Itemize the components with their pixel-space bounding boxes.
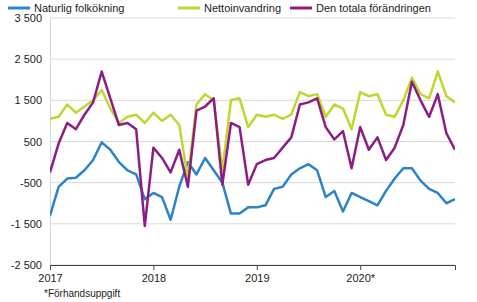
x-tick: 2018	[142, 265, 166, 284]
x-axis-line	[51, 266, 456, 271]
x-tick-label: 2019	[245, 272, 269, 284]
series-line	[50, 142, 455, 219]
x-tick-label: 2017	[38, 272, 62, 284]
legend-swatch	[178, 7, 200, 10]
x-tick: 2020*	[346, 265, 375, 284]
y-tick-label: -2 500	[11, 259, 42, 271]
grid-line	[50, 59, 455, 60]
y-tick-label: 500	[24, 136, 42, 148]
x-axis: 2017 2018 2019 2020*	[38, 265, 455, 284]
y-tick-label: -500	[20, 177, 42, 189]
y-tick: 1 500	[14, 94, 50, 106]
series-line	[50, 72, 455, 179]
x-tick: 2019	[245, 265, 269, 284]
legend-label: Den totala förändringen	[316, 2, 431, 14]
y-tick: 2 500	[14, 53, 50, 65]
x-tick-label: 2018	[142, 272, 166, 284]
footnote: *Förhandsuppgift	[44, 288, 120, 299]
chart: -2 500-1 500-5005001 5002 5003 500201720…	[0, 0, 477, 302]
grid-line	[50, 182, 455, 183]
y-tick: -500	[20, 177, 50, 189]
y-axis: -2 500-1 500-5005001 5002 5003 500	[11, 12, 51, 271]
legend-item: Den totala förändringen	[290, 2, 431, 14]
x-tick-line	[50, 265, 51, 270]
x-tick-line	[257, 265, 258, 270]
x-tick-label: 2020*	[346, 272, 375, 284]
legend-swatch	[290, 7, 312, 10]
y-tick: -1 500	[11, 218, 50, 230]
x-tick-line	[360, 265, 361, 270]
grid-line	[50, 18, 455, 19]
legend-swatch	[8, 7, 30, 10]
legend-item: Naturlig folkökning	[8, 2, 125, 14]
x-tick: 2017	[38, 265, 62, 284]
series-line	[50, 72, 455, 226]
grid-line	[50, 141, 455, 142]
y-tick-label: 1 500	[14, 94, 42, 106]
y-tick: 500	[24, 136, 50, 148]
y-tick-label: -1 500	[11, 218, 42, 230]
lines	[50, 72, 455, 226]
y-tick-label: 2 500	[14, 53, 42, 65]
legend: Naturlig folkökning Nettoinvandring Den to…	[8, 2, 431, 14]
x-tick-line	[153, 265, 154, 270]
legend-label: Nettoinvandring	[204, 2, 281, 14]
legend-item: Nettoinvandring	[178, 2, 281, 14]
y-axis-line	[50, 19, 51, 266]
legend-label: Naturlig folkökning	[34, 2, 125, 14]
y-tick: -2 500	[11, 259, 50, 271]
grid-line	[50, 223, 455, 224]
grid	[50, 18, 455, 265]
